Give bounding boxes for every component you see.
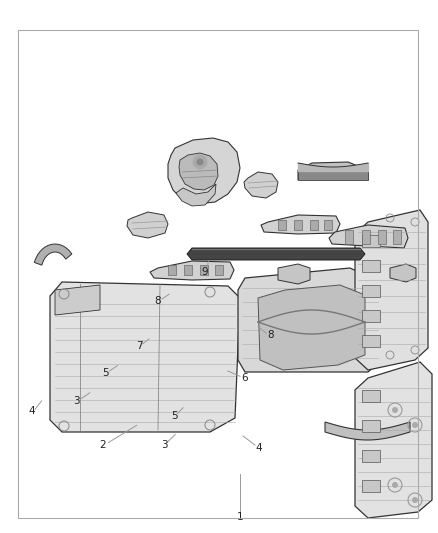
Polygon shape [127, 212, 168, 238]
Polygon shape [345, 230, 353, 244]
Polygon shape [298, 162, 368, 180]
Text: 4: 4 [255, 443, 262, 453]
Polygon shape [168, 138, 240, 204]
Text: 3: 3 [161, 440, 168, 450]
Polygon shape [176, 184, 216, 206]
Polygon shape [238, 268, 382, 372]
Polygon shape [355, 210, 428, 370]
Polygon shape [50, 282, 240, 432]
Polygon shape [362, 285, 380, 297]
Polygon shape [362, 390, 380, 402]
Polygon shape [184, 265, 192, 275]
Polygon shape [325, 422, 410, 440]
Text: 4: 4 [28, 407, 35, 416]
Polygon shape [362, 235, 380, 247]
Polygon shape [179, 153, 218, 190]
Polygon shape [378, 230, 386, 244]
Polygon shape [310, 220, 318, 230]
Polygon shape [150, 261, 234, 280]
Text: 9: 9 [201, 267, 208, 277]
Text: 5: 5 [171, 411, 178, 421]
Circle shape [412, 497, 418, 503]
Polygon shape [329, 225, 408, 248]
Circle shape [392, 482, 398, 488]
Polygon shape [362, 335, 380, 347]
Polygon shape [278, 220, 286, 230]
Polygon shape [362, 310, 380, 322]
Polygon shape [168, 265, 176, 275]
Polygon shape [390, 264, 416, 282]
Text: 7: 7 [136, 341, 143, 351]
Polygon shape [362, 260, 380, 272]
Polygon shape [34, 244, 72, 265]
Polygon shape [362, 420, 380, 432]
Polygon shape [355, 362, 432, 518]
Circle shape [197, 158, 204, 166]
Polygon shape [187, 248, 365, 260]
Polygon shape [362, 480, 380, 492]
Text: 6: 6 [241, 374, 248, 383]
Circle shape [392, 407, 398, 413]
Circle shape [412, 422, 418, 428]
Circle shape [193, 155, 207, 169]
Polygon shape [298, 170, 368, 180]
Polygon shape [362, 230, 370, 244]
Polygon shape [324, 220, 332, 230]
Text: 8: 8 [267, 330, 274, 340]
Text: 2: 2 [99, 440, 106, 450]
Polygon shape [261, 215, 340, 234]
Polygon shape [215, 265, 223, 275]
Text: 5: 5 [102, 368, 109, 378]
Polygon shape [55, 285, 100, 315]
Polygon shape [298, 326, 330, 346]
Text: 8: 8 [154, 296, 161, 306]
Polygon shape [244, 172, 278, 198]
Polygon shape [258, 285, 365, 370]
Polygon shape [362, 450, 380, 462]
Polygon shape [294, 220, 302, 230]
Polygon shape [278, 264, 310, 284]
Polygon shape [393, 230, 401, 244]
Text: 3: 3 [73, 396, 80, 406]
Polygon shape [200, 265, 208, 275]
Text: 1: 1 [237, 512, 244, 522]
